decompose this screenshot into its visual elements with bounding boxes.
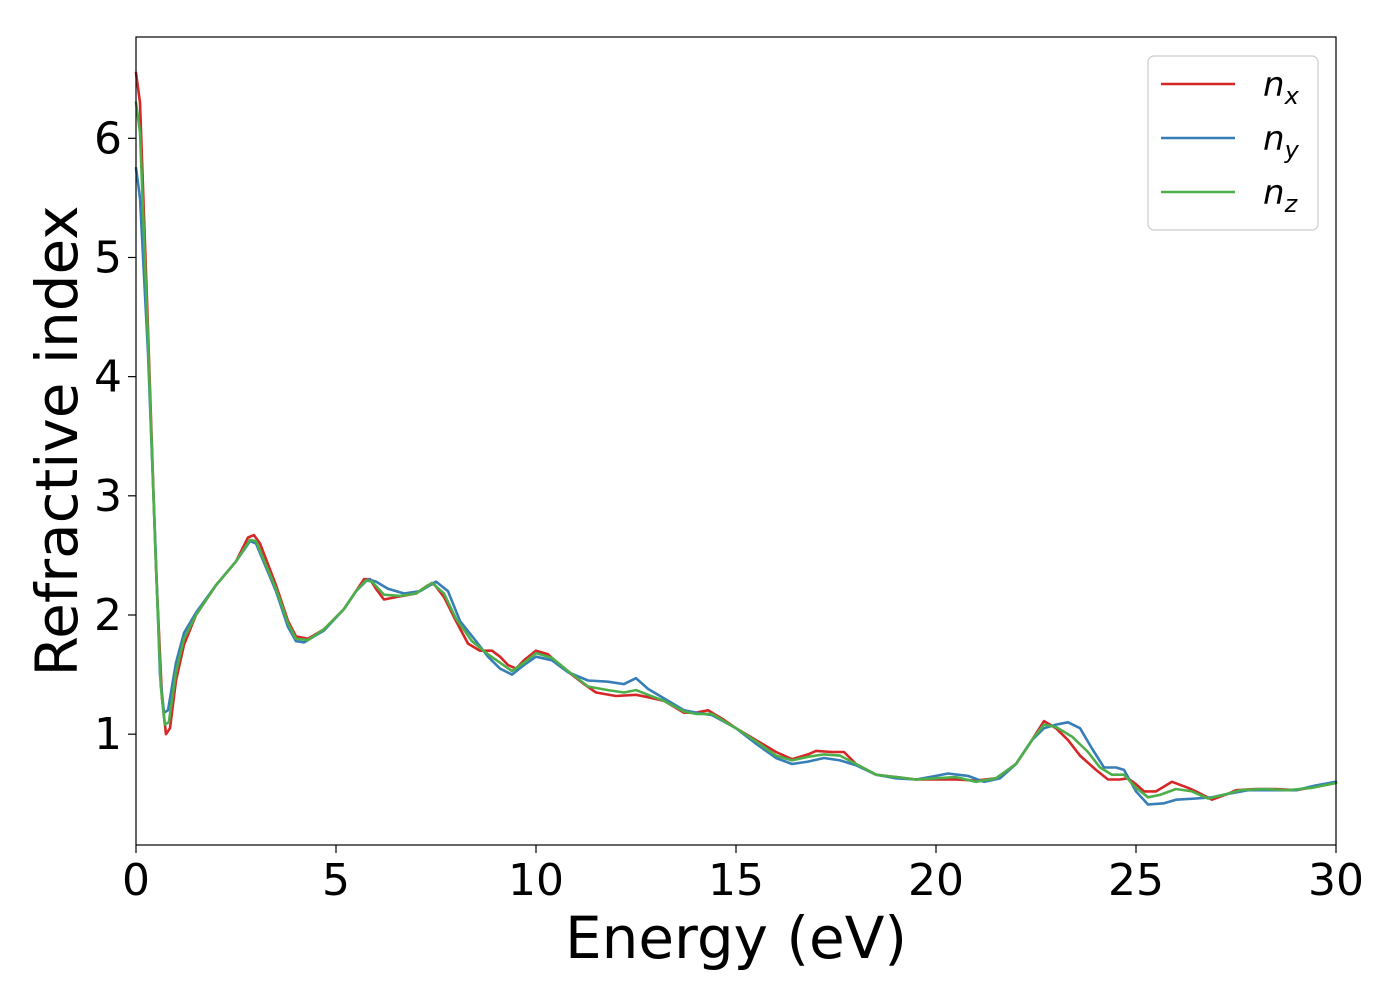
y-axis-ticks: 1 2 3 4 5 6 [94,113,136,760]
y-tick-label: 5 [94,232,122,283]
x-axis-ticks: 0 5 10 15 20 25 30 [122,845,1364,906]
x-tick-label: 25 [1108,855,1164,906]
series-line-ny [134,166,1338,806]
y-tick-label: 1 [94,709,122,760]
x-tick-label: 15 [708,855,764,906]
y-tick-label: 4 [94,352,122,403]
x-tick-label: 20 [908,855,964,906]
series-line-nz [134,101,1338,800]
y-axis-label: Refractive index [23,205,91,676]
x-tick-label: 5 [322,855,350,906]
y-tick-label: 2 [94,590,122,641]
legend-frame [1147,55,1319,231]
x-axis-label: Energy (eV) [565,904,907,972]
x-tick-label: 0 [122,855,150,906]
series-layer [134,71,1338,806]
y-tick-label: 3 [94,471,122,522]
y-tick-label: 6 [94,113,122,164]
x-tick-label: 10 [508,855,564,906]
x-tick-label: 30 [1308,855,1364,906]
